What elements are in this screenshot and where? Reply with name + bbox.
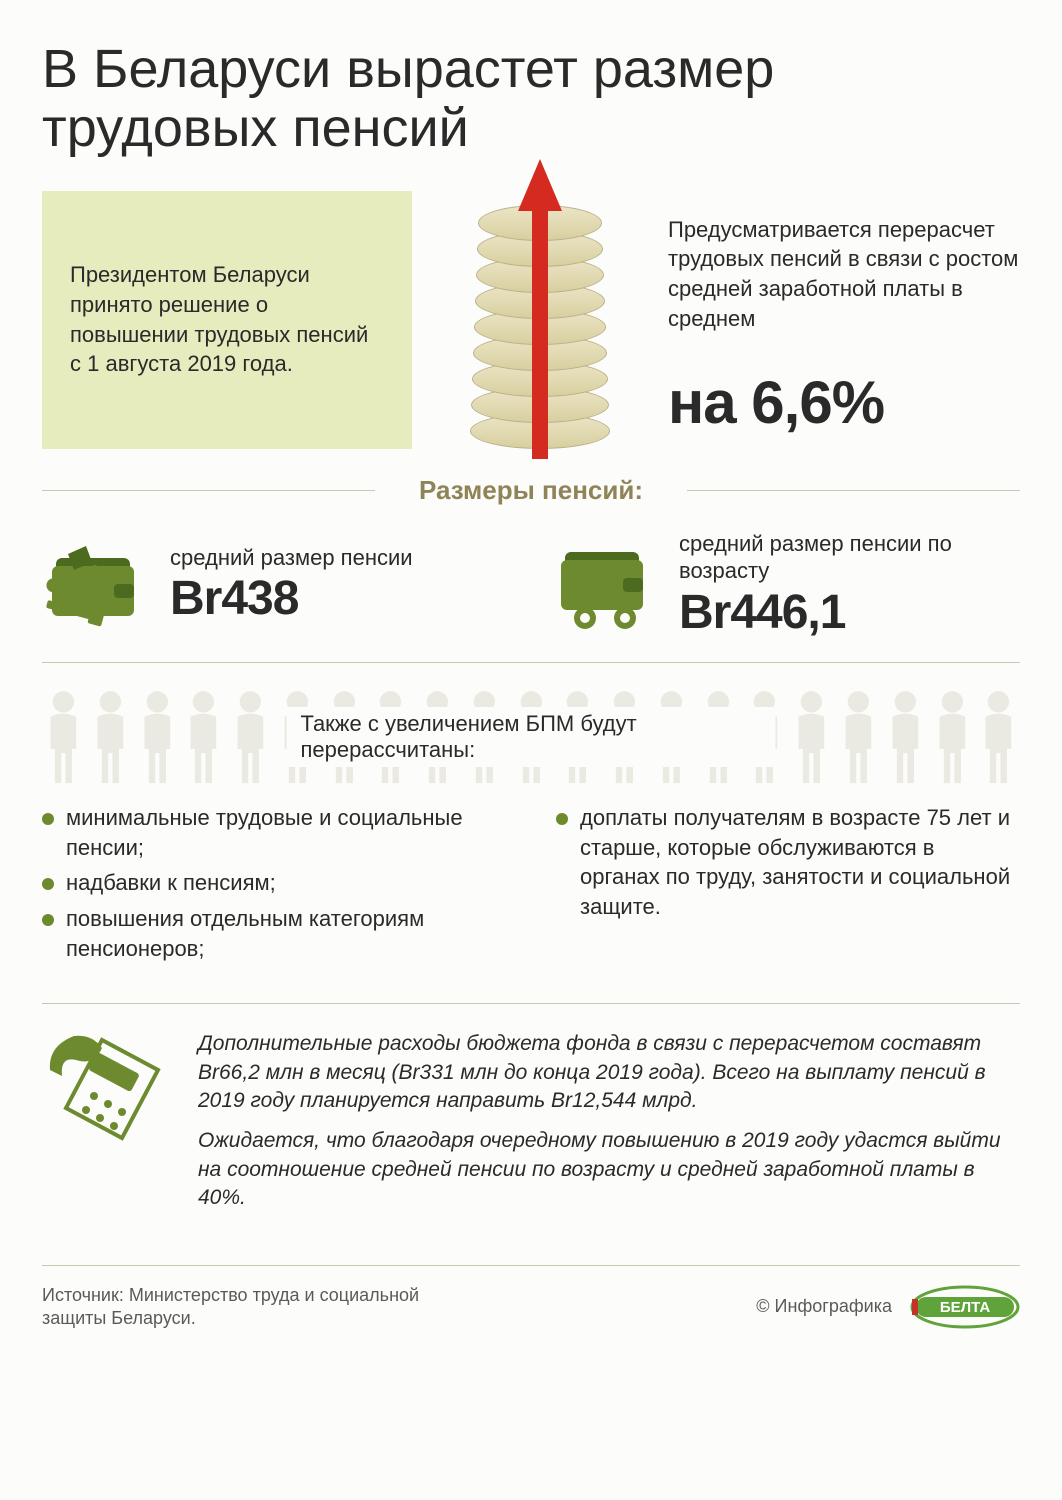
decision-box: Президентом Беларуси принято решение о п… — [42, 191, 412, 449]
bullets-row: минимальные трудовые и социальные пенсии… — [42, 803, 1020, 969]
bullet-item: повышения отдельным категориям пенсионер… — [42, 904, 506, 963]
calculator-icon — [42, 1030, 172, 1160]
person-icon — [837, 689, 880, 785]
bullet-item: надбавки к пенсиям; — [42, 868, 506, 898]
person-icon — [89, 689, 132, 785]
logo-text: БЕЛТА — [940, 1299, 991, 1316]
pension-label: средний размер пенсии по возрасту — [679, 530, 1020, 585]
credits-row: Источник: Министерство труда и социально… — [42, 1284, 1020, 1331]
belta-logo-icon: БЕЛТА — [910, 1285, 1020, 1329]
person-icon — [884, 689, 927, 785]
footer-paragraph: Дополнительные расходы бюджета фонда в с… — [198, 1030, 1020, 1115]
person-icon — [182, 689, 225, 785]
pension-label: средний размер пенсии — [170, 544, 511, 572]
arrow-up-icon — [518, 159, 562, 459]
wallet-tools-icon — [42, 540, 152, 630]
divider — [42, 662, 1020, 663]
person-icon — [229, 689, 272, 785]
top-row: Президентом Беларуси принято решение о п… — [42, 191, 1020, 449]
person-icon — [931, 689, 974, 785]
pension-value: Br438 — [170, 571, 511, 626]
footer-paragraph: Ожидается, что благодаря очередному повы… — [198, 1127, 1020, 1212]
source-text: Источник: Министерство труда и социально… — [42, 1284, 462, 1331]
divider — [42, 1265, 1020, 1266]
bullets-left: минимальные трудовые и социальные пенсии… — [42, 803, 506, 969]
footer-block: Дополнительные расходы бюджета фонда в с… — [42, 1030, 1020, 1224]
bullet-item: минимальные трудовые и социальные пенсии… — [42, 803, 506, 862]
wallet-cart-icon — [551, 540, 661, 630]
infographic-page: В Беларуси вырастет размер трудовых пенс… — [0, 0, 1062, 1360]
footer-text: Дополнительные расходы бюджета фонда в с… — [198, 1030, 1020, 1224]
bullet-item: доплаты получателям в возрасте 75 лет и … — [556, 803, 1020, 922]
pension-sizes-row: средний размер пенсии Br438 средний разм… — [42, 530, 1020, 640]
coin-arrow-graphic — [440, 169, 640, 449]
people-caption: Также с увеличением БПМ будут перерассчи… — [287, 707, 776, 767]
pension-size-age: средний размер пенсии по возрасту Br446,… — [551, 530, 1020, 640]
divider — [42, 1003, 1020, 1004]
percent-value: на 6,6% — [668, 362, 1020, 443]
infographic-label: © Инфографика — [756, 1295, 892, 1318]
section-heading: Размеры пенсий: — [42, 475, 1020, 506]
person-icon — [790, 689, 833, 785]
percent-block: Предусматривается перерасчет трудовых пе… — [668, 191, 1020, 449]
pension-size-average: средний размер пенсии Br438 — [42, 530, 511, 640]
person-icon — [42, 689, 85, 785]
person-icon — [136, 689, 179, 785]
people-section: Также с увеличением БПМ будут перерассчи… — [42, 689, 1020, 785]
decision-text: Президентом Беларуси принято решение о п… — [70, 260, 384, 379]
pension-value: Br446,1 — [679, 585, 1020, 640]
bullets-right: доплаты получателям в возрасте 75 лет и … — [556, 803, 1020, 969]
percent-caption: Предусматривается перерасчет трудовых пе… — [668, 215, 1020, 334]
page-title: В Беларуси вырастет размер трудовых пенс… — [42, 40, 1020, 159]
person-icon — [977, 689, 1020, 785]
